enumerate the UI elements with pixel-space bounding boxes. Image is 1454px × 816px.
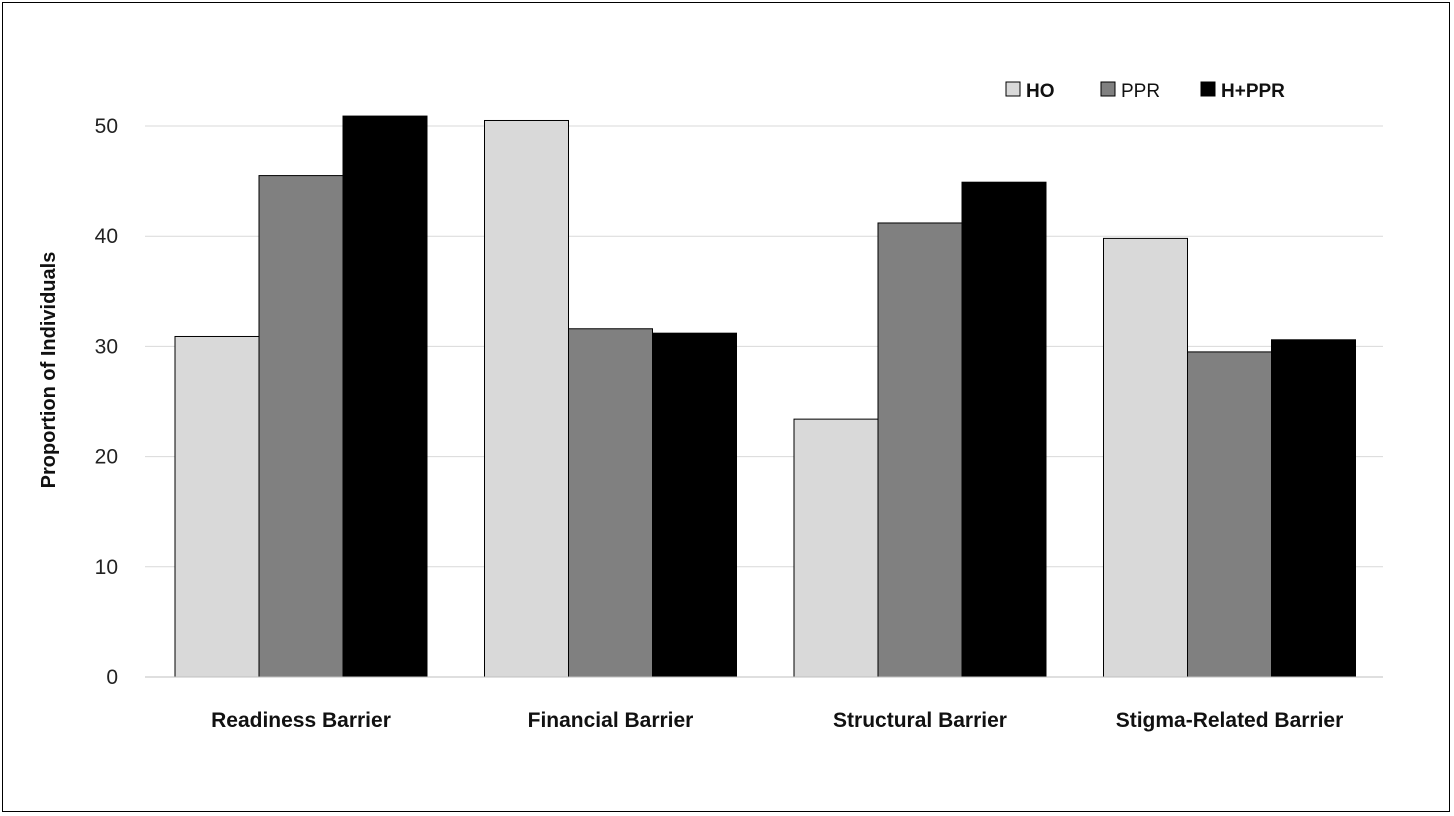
y-tick-label: 20 xyxy=(95,446,118,469)
bar-ho xyxy=(484,119,569,678)
bar-ppr xyxy=(877,222,963,678)
bar-ho xyxy=(1103,237,1188,678)
bar-h-ppr xyxy=(961,181,1047,678)
legend: HO PPR H+PPR xyxy=(1005,81,1285,102)
y-tick-labels: 0 10 20 30 40 50 xyxy=(95,115,118,689)
bar-ppr xyxy=(568,328,653,678)
legend-swatch xyxy=(1005,81,1021,97)
legend-label: HO xyxy=(1026,81,1055,102)
legend-label: PPR xyxy=(1121,81,1160,102)
category-label: Structural Barrier xyxy=(833,709,1007,732)
legend-label: H+PPR xyxy=(1221,81,1285,102)
legend-swatch xyxy=(1100,81,1116,97)
bar-ppr xyxy=(1187,351,1272,678)
bar-h-ppr xyxy=(342,115,428,678)
y-tick-label: 40 xyxy=(95,225,118,248)
y-axis-label: Proportion of Individuals xyxy=(38,252,60,489)
y-tick-label: 0 xyxy=(106,666,118,689)
bar-h-ppr xyxy=(1271,339,1356,678)
y-tick-label: 10 xyxy=(95,556,118,579)
category-label: Readiness Barrier xyxy=(211,709,391,732)
y-tick-label: 30 xyxy=(95,335,118,358)
bar-ho xyxy=(174,335,260,678)
legend-swatch xyxy=(1200,81,1216,97)
category-label: Financial Barrier xyxy=(528,709,694,732)
bar-ho xyxy=(793,418,879,678)
category-label: Stigma-Related Barrier xyxy=(1116,709,1344,732)
bar-ppr xyxy=(258,175,344,678)
y-tick-label: 50 xyxy=(95,115,118,138)
bars xyxy=(174,115,1356,678)
bar-h-ppr xyxy=(652,332,737,678)
category-labels: Readiness Barrier Financial Barrier Struct… xyxy=(211,709,1343,732)
